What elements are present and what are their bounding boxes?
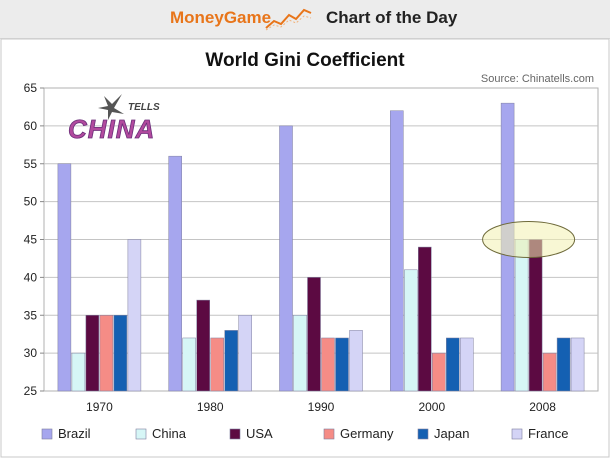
- legend-swatch-france: [511, 428, 523, 440]
- y-tick-label: 40: [24, 270, 38, 284]
- bar-japan-1990: [335, 337, 349, 392]
- bar-france-1990: [349, 330, 363, 392]
- bar-brazil-1970: [57, 163, 72, 392]
- y-tick-label: 35: [24, 308, 38, 322]
- bar-france-2008: [570, 337, 585, 392]
- bar-japan-1970: [113, 315, 128, 392]
- chart-area: World Gini Coefficient Source: Chinatell…: [0, 38, 610, 458]
- bar-germany-1970: [99, 315, 114, 392]
- y-tick-label: 55: [24, 157, 38, 171]
- brand-name[interactable]: MoneyGame: [170, 8, 272, 27]
- chart-of-the-day-label: Chart of the Day: [326, 8, 458, 27]
- bar-china-1970: [71, 352, 86, 392]
- chinatells-logo: TELLS CHINA: [68, 94, 160, 144]
- chart-source: Source: Chinatells.com: [481, 73, 594, 85]
- legend-swatch-china: [135, 428, 147, 440]
- legend-swatch-germany: [323, 428, 335, 440]
- x-tick-label: 1980: [197, 400, 224, 414]
- legend: Brazil China USA Germany Japan France: [41, 426, 568, 441]
- bar-usa-1980: [196, 299, 210, 392]
- legend-swatch-usa: [229, 428, 241, 440]
- legend-label-brazil: Brazil: [58, 426, 91, 441]
- legend-label-germany: Germany: [340, 426, 394, 441]
- y-tick-label: 45: [24, 233, 38, 247]
- bar-usa-2008: [528, 239, 543, 392]
- bar-japan-1980: [224, 330, 238, 392]
- bar-usa-2000: [418, 246, 432, 392]
- x-axis-labels: 1970 1980 1990 2000 2008: [86, 400, 556, 414]
- header-bar: MoneyGame Chart of the Day: [0, 0, 610, 39]
- bar-france-2000: [460, 337, 474, 392]
- bar-usa-1990: [307, 277, 321, 392]
- highlight-ellipse: [482, 221, 576, 258]
- y-tick-label: 30: [24, 346, 38, 360]
- x-tick-label: 1970: [86, 400, 113, 414]
- x-tick-label: 2008: [529, 400, 556, 414]
- bar-china-2000: [404, 269, 418, 392]
- logo-text-big: CHINA: [68, 114, 155, 144]
- legend-label-usa: USA: [246, 426, 273, 441]
- bar-brazil-2000: [390, 110, 404, 392]
- bars: [57, 102, 585, 392]
- chart-title: World Gini Coefficient: [205, 50, 405, 71]
- bar-germany-1990: [321, 337, 335, 392]
- bar-usa-1970: [85, 315, 100, 392]
- bar-germany-2008: [542, 352, 557, 392]
- bar-china-1990: [293, 315, 307, 392]
- bar-brazil-1980: [168, 155, 182, 392]
- logo-text-small: TELLS: [128, 102, 160, 113]
- bar-france-1970: [127, 239, 142, 392]
- bar-france-1980: [238, 315, 252, 392]
- y-tick-label: 60: [24, 119, 38, 133]
- trend-line-icon: [265, 8, 312, 31]
- bar-germany-2000: [432, 352, 446, 392]
- legend-label-china: China: [152, 426, 187, 441]
- y-tick-label: 65: [24, 81, 38, 95]
- legend-label-france: France: [528, 426, 568, 441]
- x-tick-label: 2000: [418, 400, 445, 414]
- bar-japan-2000: [446, 337, 460, 392]
- legend-swatch-japan: [417, 428, 429, 440]
- legend-label-japan: Japan: [434, 426, 469, 441]
- legend-swatch-brazil: [41, 428, 53, 440]
- bar-china-1980: [182, 337, 196, 392]
- y-tick-label: 50: [24, 195, 38, 209]
- bar-japan-2008: [556, 337, 571, 392]
- bar-germany-1980: [210, 337, 224, 392]
- bar-china-2008: [514, 239, 529, 392]
- y-axis: 25 30 35 40 45 50 55 60 65: [24, 81, 44, 398]
- bar-brazil-1990: [279, 125, 293, 392]
- x-tick-label: 1990: [308, 400, 335, 414]
- y-tick-label: 25: [24, 384, 38, 398]
